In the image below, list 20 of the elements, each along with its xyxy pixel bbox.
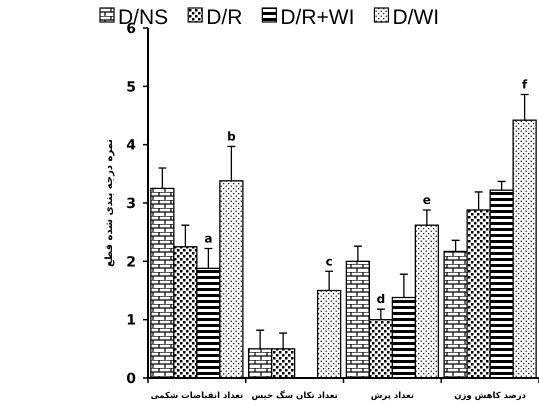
y-tick-label: 5	[126, 79, 136, 96]
data-label: a	[204, 232, 212, 246]
data-label: b	[227, 129, 236, 144]
data-label: d	[376, 292, 386, 306]
x-tick-label: تعداد انقباضات شکمی	[150, 391, 244, 401]
y-tick-label: 0	[126, 371, 136, 387]
legend-label: D/R	[206, 6, 242, 29]
legend-label: D/R+WI	[280, 6, 354, 29]
y-tick-label: 3	[126, 196, 136, 212]
x-tick-label: تعداد تکان سگ خیس	[251, 390, 338, 401]
y-axis-title: نمره درجه بندی شده قطع	[104, 138, 115, 268]
x-tick-label: درصد کاهش وزن	[454, 391, 527, 401]
data-label: c	[326, 254, 333, 268]
legend-label: D/WI	[392, 6, 440, 29]
y-tick-label: 1	[126, 312, 136, 329]
y-tick-label: 4	[126, 138, 136, 154]
data-label: f	[522, 78, 528, 92]
data-label: e	[422, 193, 431, 207]
x-tick-label: تعداد پرش	[370, 391, 414, 401]
y-tick-label: 2	[126, 254, 136, 270]
